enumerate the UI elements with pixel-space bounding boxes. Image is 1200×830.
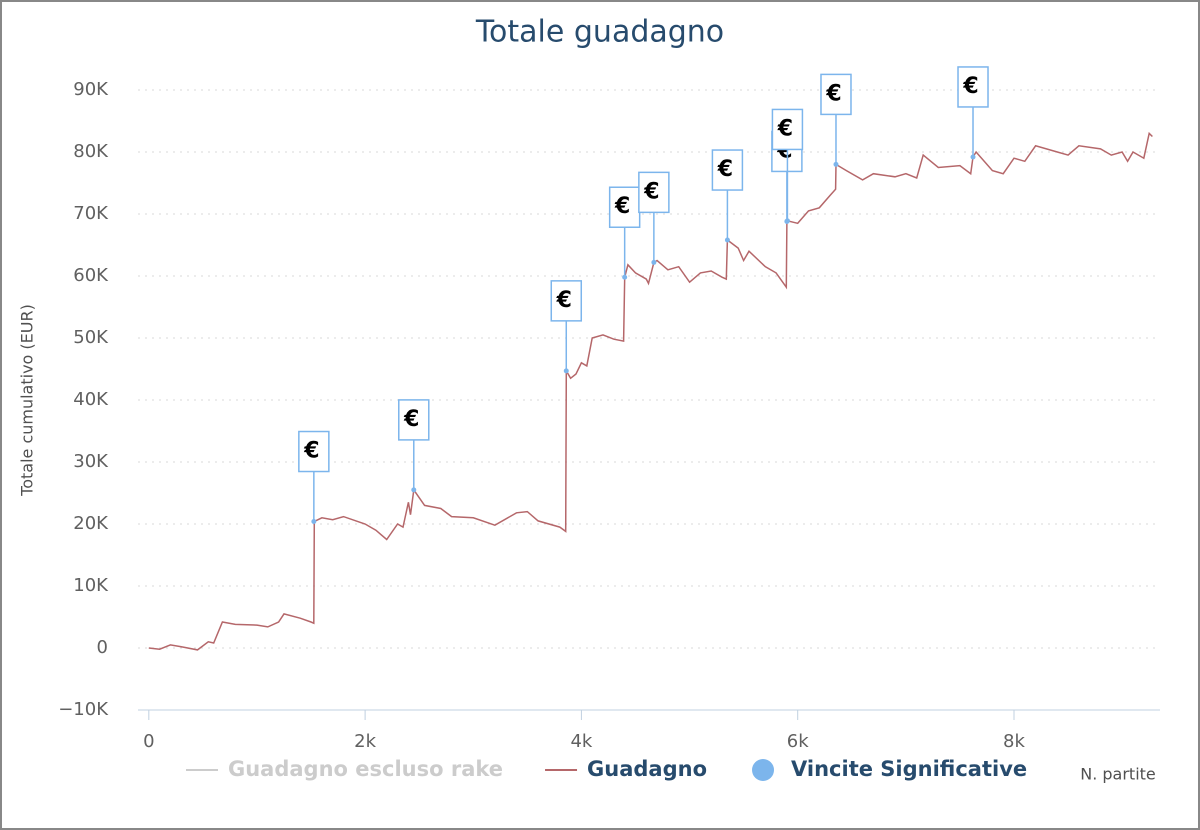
win-marker [311,519,317,525]
y-tick-label: 60K [73,265,109,286]
y-tick-label: 80K [73,141,109,162]
flag-box [550,280,583,322]
flag-box [711,149,744,191]
y-tick-label: 70K [73,203,109,224]
flag-box [298,430,330,473]
win-marker [651,259,657,265]
chart-title: Totale guadagno [475,15,724,50]
y-tick-label: 10K [73,575,109,596]
flag-box [771,108,804,151]
x-tick-label: 8k [1003,731,1025,752]
y-tick-label: 30K [73,451,109,472]
flag-box [608,186,641,228]
y-tick-label: 20K [73,513,109,534]
x-tick-label: 6k [787,731,809,752]
win-marker [563,368,569,374]
flag-label: € [643,179,659,204]
legend-label[interactable]: Vincite Significative [791,757,1027,781]
win-marker [970,154,976,160]
flag-label: € [303,439,319,464]
flag-label: € [614,194,630,219]
legend-label[interactable]: Guadagno escluso rake [228,757,503,781]
win-marker [833,161,839,167]
flag-label: € [403,407,419,432]
flag-box [638,171,670,214]
win-marker [784,218,790,224]
x-axis-label: N. partite [1080,765,1156,784]
line-series [148,131,1153,651]
flag-box [957,66,989,108]
legend-label[interactable]: Guadagno [587,757,707,781]
y-tick-label: 40K [73,389,109,410]
y-tick-label: 90K [73,79,109,100]
legend: Guadagno escluso rake Guadagno Vincite Sig… [186,757,1027,781]
x-tick-label: 2k [354,731,376,752]
win-marker [622,274,628,280]
flag-label: € [825,81,841,106]
y-axis-label: Totale cumulativo (EUR) [18,304,37,497]
flag-label: € [962,74,978,99]
win-marker [411,487,417,493]
y-tick-label: 50K [73,327,109,348]
x-tick-label: 0 [143,731,154,752]
legend-symbol [752,759,775,781]
y-tick-label: 0 [97,637,108,658]
win-marker [724,237,730,243]
flag-label: € [556,288,572,313]
flag-label: € [717,157,733,182]
x-tick-label: 4k [570,731,592,752]
flag-box [820,73,852,116]
flag-label: € [777,116,793,141]
flag-box [398,399,430,441]
y-tick-label: −10K [58,699,109,720]
